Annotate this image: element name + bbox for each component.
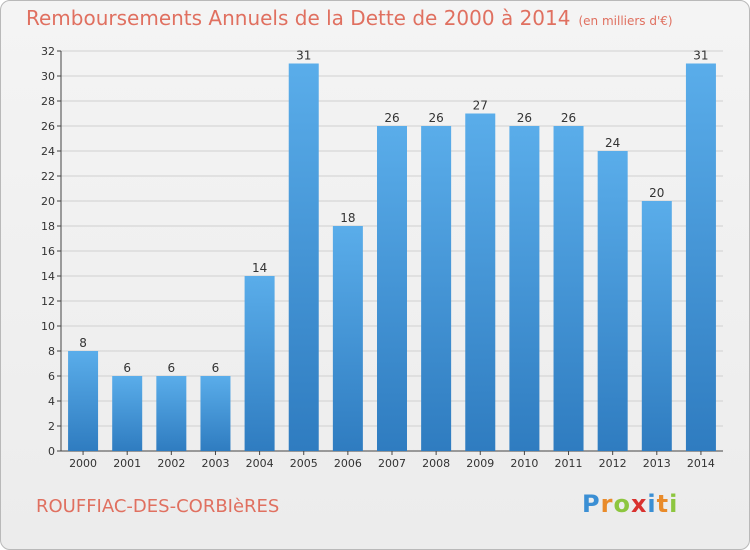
x-tick-label-2010: 2010 bbox=[510, 457, 538, 470]
x-tick-label-2008: 2008 bbox=[422, 457, 450, 470]
y-tick-label: 18 bbox=[41, 220, 55, 233]
bar-2007 bbox=[377, 126, 407, 451]
y-tick-label: 22 bbox=[41, 170, 55, 183]
bar-2001 bbox=[112, 376, 143, 451]
chart-unit-note: (en milliers d'€) bbox=[578, 14, 673, 28]
y-tick-label: 26 bbox=[41, 120, 55, 133]
logo-letter: o bbox=[613, 490, 631, 518]
value-label-2002: 6 bbox=[168, 361, 176, 375]
x-tick-label-2014: 2014 bbox=[687, 457, 715, 470]
x-tick-label-2002: 2002 bbox=[157, 457, 185, 470]
chart-title-text: Remboursements Annuels de la Dette de 20… bbox=[26, 6, 571, 30]
x-tick-label-2006: 2006 bbox=[334, 457, 362, 470]
value-label-2010: 26 bbox=[517, 111, 532, 125]
x-tick-label-2011: 2011 bbox=[555, 457, 583, 470]
bar-2004 bbox=[244, 276, 275, 451]
logo-letter: t bbox=[656, 490, 670, 518]
bar-2002 bbox=[156, 376, 187, 451]
y-tick-label: 0 bbox=[48, 445, 55, 458]
y-tick-label: 2 bbox=[48, 420, 55, 433]
x-tick-label-2004: 2004 bbox=[246, 457, 274, 470]
x-tick-label-2000: 2000 bbox=[69, 457, 97, 470]
y-tick-label: 10 bbox=[41, 320, 55, 333]
bar-2013 bbox=[641, 201, 672, 451]
bar-2014 bbox=[685, 63, 716, 451]
bar-2000 bbox=[68, 351, 99, 451]
y-tick-label: 20 bbox=[41, 195, 55, 208]
y-tick-label: 4 bbox=[48, 395, 55, 408]
logo-letter: i bbox=[647, 490, 657, 518]
bar-2008 bbox=[421, 126, 452, 451]
value-label-2008: 26 bbox=[428, 111, 443, 125]
value-label-2005: 31 bbox=[296, 49, 311, 63]
y-tick-label: 12 bbox=[41, 295, 55, 308]
x-tick-label-2001: 2001 bbox=[113, 457, 141, 470]
y-tick-label: 24 bbox=[41, 145, 55, 158]
logo-letter: P bbox=[582, 490, 601, 518]
value-label-2009: 27 bbox=[473, 99, 488, 113]
bar-2006 bbox=[332, 226, 363, 451]
bars bbox=[68, 63, 716, 451]
logo-letter: r bbox=[600, 490, 614, 518]
x-tick-label-2003: 2003 bbox=[201, 457, 229, 470]
x-tick-label-2005: 2005 bbox=[290, 457, 318, 470]
y-tick-label: 30 bbox=[41, 70, 55, 83]
logo-letter: i bbox=[669, 490, 679, 518]
proxiti-logo: Proxiti bbox=[582, 490, 678, 518]
bar-2011 bbox=[553, 126, 584, 451]
bar-2005 bbox=[288, 63, 319, 451]
value-label-2011: 26 bbox=[561, 111, 576, 125]
x-tick-label-2012: 2012 bbox=[599, 457, 627, 470]
city-name: ROUFFIAC-DES-CORBIèRES bbox=[36, 496, 280, 517]
value-label-2001: 6 bbox=[123, 361, 131, 375]
x-tick-label-2009: 2009 bbox=[466, 457, 494, 470]
bar-2003 bbox=[200, 376, 231, 451]
bar-2010 bbox=[509, 126, 540, 451]
y-tick-label: 8 bbox=[48, 345, 55, 358]
x-tick-label-2007: 2007 bbox=[378, 457, 406, 470]
value-label-2006: 18 bbox=[340, 211, 355, 225]
value-label-2003: 6 bbox=[212, 361, 220, 375]
value-label-2000: 8 bbox=[79, 336, 87, 350]
value-label-2007: 26 bbox=[384, 111, 399, 125]
value-label-2013: 20 bbox=[649, 186, 664, 200]
y-tick-label: 14 bbox=[41, 270, 55, 283]
y-tick-label: 28 bbox=[41, 95, 55, 108]
data-labels: 8 6 6 6 14 31 18 26 26 27 26 26 24 20 31 bbox=[79, 49, 708, 376]
x-tick-label-2013: 2013 bbox=[643, 457, 671, 470]
value-label-2012: 24 bbox=[605, 136, 620, 150]
value-label-2014: 31 bbox=[693, 49, 708, 63]
y-tick-label: 16 bbox=[41, 245, 55, 258]
chart-title: Remboursements Annuels de la Dette de 20… bbox=[26, 6, 673, 30]
value-label-2004: 14 bbox=[252, 261, 267, 275]
logo-letter: x bbox=[630, 490, 648, 518]
y-tick-label: 32 bbox=[41, 45, 55, 58]
bar-2012 bbox=[597, 151, 628, 451]
bar-2009 bbox=[465, 113, 496, 451]
y-tick-label: 6 bbox=[48, 370, 55, 383]
